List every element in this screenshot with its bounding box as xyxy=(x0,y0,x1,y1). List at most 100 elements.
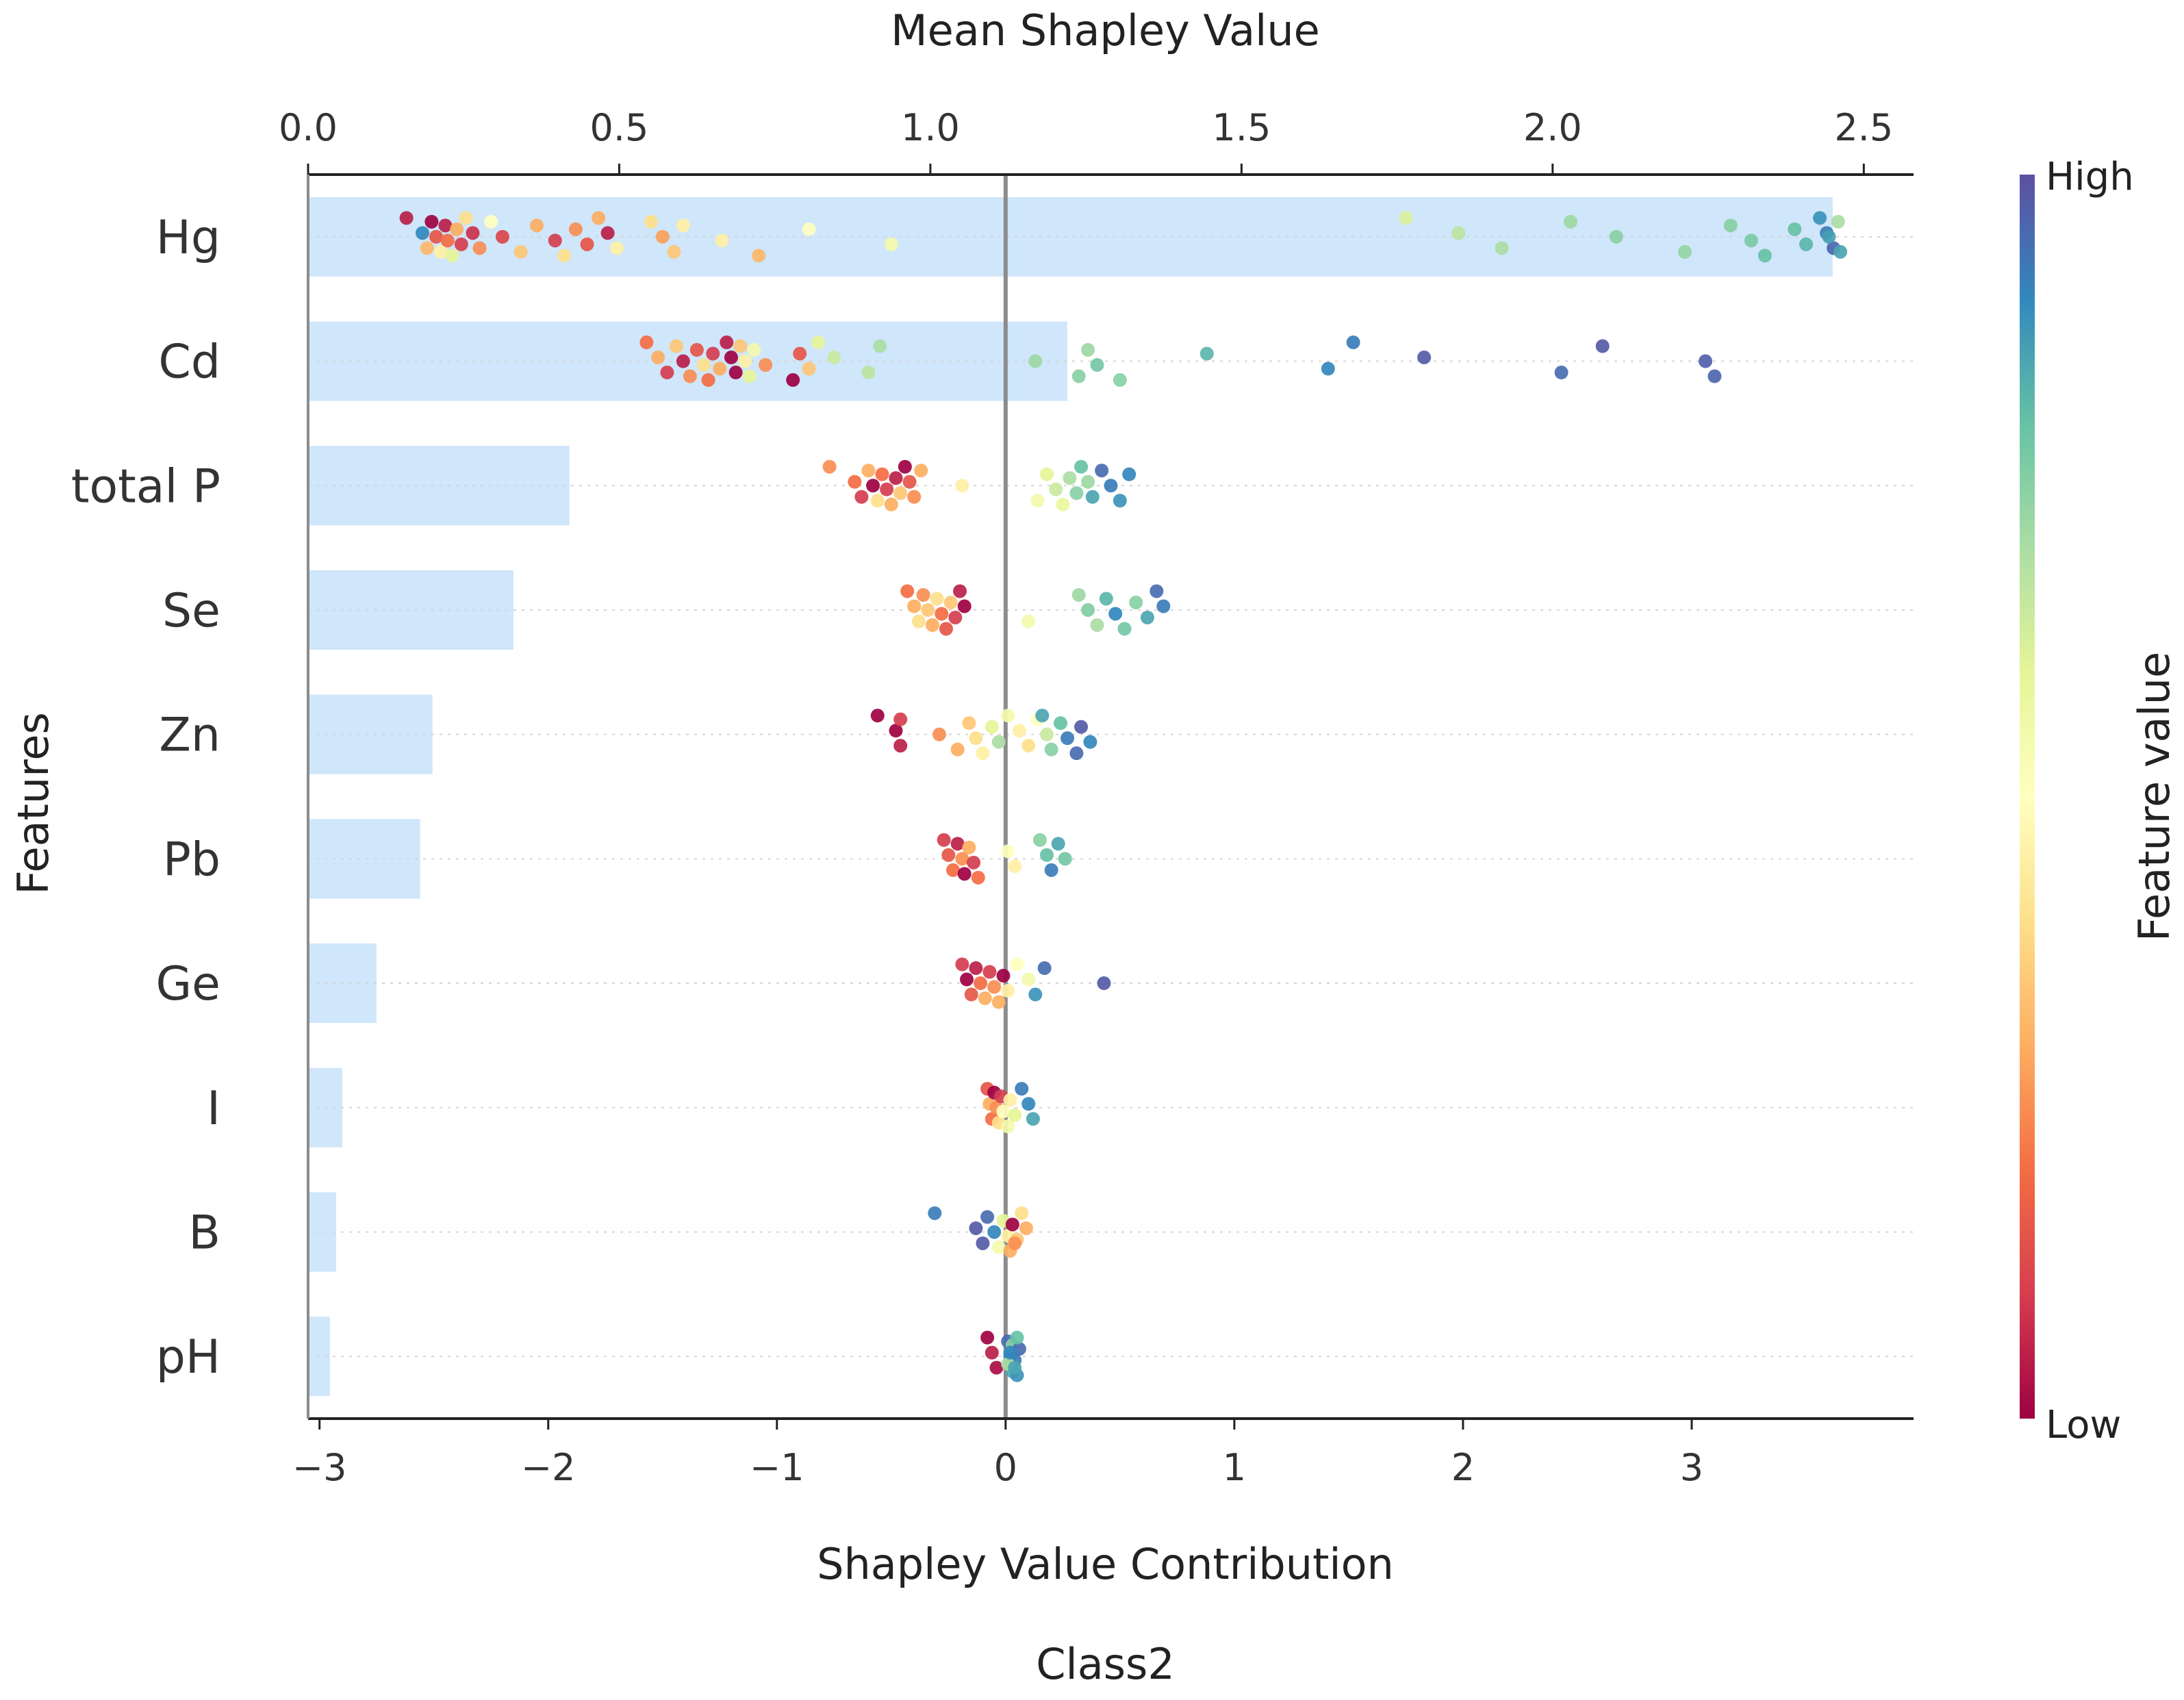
shap-point xyxy=(1081,343,1095,357)
shap-point xyxy=(1010,957,1024,972)
shap-point xyxy=(1833,244,1848,259)
feature-label: Hg xyxy=(156,211,220,265)
shap-point xyxy=(568,222,583,236)
shap-point xyxy=(424,214,439,229)
shap-point xyxy=(916,587,930,602)
shap-point xyxy=(962,716,976,731)
shap-point xyxy=(1015,1082,1029,1096)
bottom-tick-label: 3 xyxy=(1680,1446,1703,1489)
shap-point xyxy=(870,709,885,723)
shap-point xyxy=(985,720,999,734)
mean-shap-bar xyxy=(308,1192,336,1272)
shap-point xyxy=(946,863,961,877)
shap-point xyxy=(416,226,430,240)
shap-point xyxy=(893,486,908,500)
shap-point xyxy=(1609,229,1623,244)
shap-point xyxy=(935,607,949,621)
mean-shap-bars xyxy=(308,196,1833,1397)
shap-point xyxy=(1071,587,1086,602)
shap-point xyxy=(964,987,978,1002)
shap-point xyxy=(639,335,654,350)
shap-point xyxy=(996,969,1011,983)
shap-point xyxy=(1799,237,1813,251)
shap-point xyxy=(676,218,690,233)
shap-point xyxy=(960,972,974,987)
feature-label: I xyxy=(207,1082,220,1136)
shap-point xyxy=(1321,361,1335,376)
shap-point xyxy=(1008,1236,1022,1250)
shap-point xyxy=(1019,1221,1033,1235)
shap-point xyxy=(1140,610,1154,624)
shap-point xyxy=(1030,494,1045,508)
feature-label: pH xyxy=(156,1330,220,1384)
shap-point xyxy=(1150,584,1164,598)
chart-subtitle: Class2 xyxy=(1036,1639,1175,1689)
shap-point xyxy=(1744,233,1758,248)
shap-point xyxy=(976,1236,990,1250)
top-tick-label: 2.0 xyxy=(1523,106,1582,149)
shap-point xyxy=(884,497,898,511)
shap-point xyxy=(1595,339,1610,353)
shap-point xyxy=(530,218,544,233)
shap-point xyxy=(720,335,734,350)
shap-point xyxy=(1001,844,1015,859)
shap-point xyxy=(967,855,981,870)
shap-point xyxy=(651,351,665,365)
shap-point xyxy=(433,244,448,259)
shap-point xyxy=(1010,1330,1024,1345)
shap-point xyxy=(861,366,876,380)
shap-point xyxy=(1346,335,1360,350)
shap-point xyxy=(950,837,965,851)
shap-point xyxy=(1108,607,1123,621)
shap-point xyxy=(1001,709,1015,723)
shap-point xyxy=(1554,366,1569,380)
shap-point xyxy=(969,731,983,746)
shap-point xyxy=(420,241,434,255)
shap-point xyxy=(957,599,972,613)
shap-point xyxy=(907,599,922,613)
shap-point xyxy=(644,214,659,229)
shap-point xyxy=(429,229,444,244)
feature-label: total P xyxy=(71,459,220,513)
shap-point xyxy=(1015,1206,1029,1220)
shap-point xyxy=(742,369,757,383)
shap-point xyxy=(715,233,729,248)
shap-point xyxy=(1051,837,1065,851)
shap-point xyxy=(962,840,976,854)
shap-point xyxy=(907,490,922,504)
shap-point xyxy=(1707,369,1722,383)
shap-point xyxy=(1054,716,1068,731)
shap-point xyxy=(1831,214,1845,229)
shap-point xyxy=(991,735,1006,749)
shap-point xyxy=(1074,459,1089,474)
shap-point xyxy=(1005,1217,1019,1232)
shap-point xyxy=(1099,592,1113,606)
shap-point xyxy=(943,595,958,609)
shap-point xyxy=(802,361,816,376)
bottom-tick-label: −1 xyxy=(750,1446,804,1489)
shap-point xyxy=(957,867,972,881)
shap-point xyxy=(854,490,869,504)
shap-point xyxy=(893,712,908,726)
shap-point xyxy=(580,237,594,251)
shap-point xyxy=(937,833,951,847)
shap-point xyxy=(786,373,800,388)
shap-point xyxy=(875,467,889,481)
shap-point xyxy=(861,464,876,478)
top-tick-label: 0.0 xyxy=(279,106,338,149)
shap-point xyxy=(1003,1093,1017,1107)
shap-point xyxy=(969,961,983,976)
shap-point xyxy=(1822,229,1836,244)
shap-point xyxy=(759,358,773,372)
bottom-tick-label: 0 xyxy=(994,1446,1017,1489)
shap-point xyxy=(991,995,1006,1009)
shap-point xyxy=(669,339,683,353)
feature-label: Cd xyxy=(158,335,220,390)
shap-point xyxy=(706,346,720,361)
shap-point xyxy=(1063,471,1077,485)
shap-point xyxy=(1757,249,1772,263)
shap-point xyxy=(747,343,761,357)
shap-point xyxy=(1090,358,1104,372)
shap-point xyxy=(1001,984,1015,998)
shap-point xyxy=(676,354,690,368)
